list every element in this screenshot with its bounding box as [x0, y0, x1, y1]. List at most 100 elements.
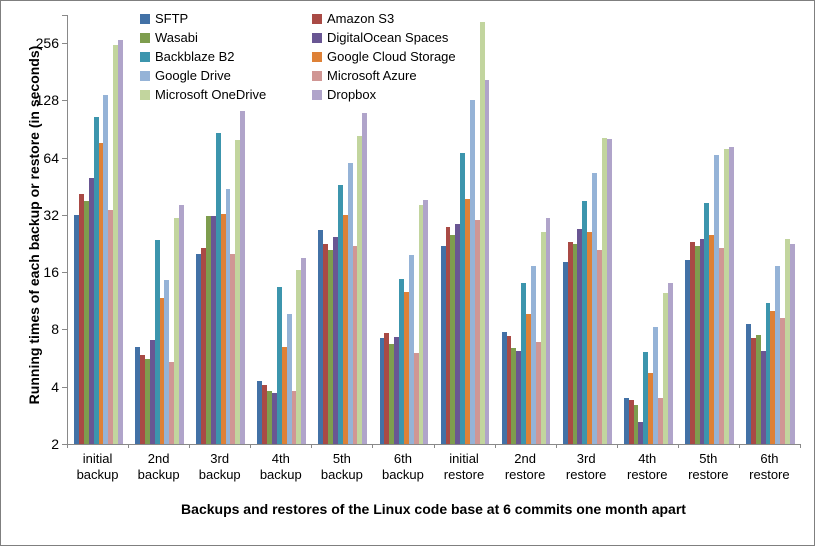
bar-group-5th-restore [679, 15, 740, 444]
bar-microsoft-azure-initial-restore [474, 220, 480, 444]
bar-microsoft-onedrive-initial-backup [113, 45, 119, 444]
bar-google-cloud-storage-4th-backup [281, 346, 287, 444]
bar-group-4th-backup [251, 15, 312, 444]
bar-dropbox-4th-restore [667, 283, 673, 444]
y-tick [62, 329, 67, 331]
x-tick [738, 444, 740, 448]
bar-microsoft-onedrive-3rd-backup [235, 140, 241, 444]
bar-backblaze-b2-4th-restore [643, 351, 649, 444]
bar-google-cloud-storage-2nd-restore [526, 314, 531, 444]
x-axis-title: Backups and restores of the Linux code b… [181, 501, 686, 517]
bar-backblaze-b2-3rd-backup [215, 133, 221, 444]
bar-sftp-4th-restore [623, 397, 629, 444]
x-category-label-3rd-restore: 3rd restore [565, 451, 607, 482]
bar-microsoft-azure-4th-backup [291, 390, 297, 444]
bar-amazon-s3-4th-backup [262, 384, 268, 444]
legend-swatch-google-cloud-storage [312, 51, 322, 62]
bar-backblaze-b2-initial-restore [460, 152, 465, 444]
bar-digitalocean-spaces-initial-restore [455, 224, 461, 444]
bar-microsoft-azure-6th-backup [413, 353, 419, 444]
x-tick [555, 444, 557, 448]
legend-item-wasabi: Wasabi [140, 30, 312, 45]
bar-google-cloud-storage-5th-backup [342, 214, 348, 444]
x-category-label-6th-restore: 6th restore [749, 451, 790, 482]
bar-dropbox-2nd-backup [179, 205, 184, 444]
bar-backblaze-b2-3rd-restore [582, 200, 588, 444]
y-tick [62, 100, 67, 102]
bar-google-cloud-storage-6th-backup [403, 291, 409, 444]
bar-backblaze-b2-4th-backup [276, 286, 282, 444]
y-tick-label: 64 [43, 149, 59, 166]
bar-amazon-s3-6th-restore [750, 338, 756, 444]
bar-google-drive-3rd-restore [592, 173, 597, 444]
legend-item-sftp: SFTP [140, 11, 312, 26]
bar-wasabi-initial-restore [450, 235, 456, 444]
bar-google-drive-5th-restore [714, 155, 720, 444]
x-category-label-initial-restore: initial restore [443, 451, 485, 482]
bar-amazon-s3-4th-restore [628, 400, 634, 444]
bar-dropbox-2nd-restore [545, 217, 551, 444]
bar-google-drive-initial-restore [469, 100, 475, 444]
bar-digitalocean-spaces-2nd-restore [516, 350, 522, 444]
x-tick [67, 444, 68, 448]
bar-backblaze-b2-5th-backup [337, 184, 343, 444]
y-tick [62, 157, 67, 159]
bar-wasabi-3rd-backup [206, 216, 211, 444]
x-tick [189, 444, 191, 448]
bar-google-drive-6th-backup [408, 254, 414, 444]
y-tick-label: 8 [51, 321, 59, 338]
legend: SFTP Amazon S3 Wasabi DigitalOcean Spaces Ba… [140, 9, 456, 104]
bar-backblaze-b2-6th-backup [399, 279, 404, 444]
legend-swatch-microsoft-azure [312, 70, 322, 81]
bar-sftp-2nd-backup [135, 346, 141, 444]
legend-label: Wasabi [155, 30, 198, 45]
bar-wasabi-5th-backup [328, 249, 334, 444]
legend-swatch-dropbox [312, 89, 322, 100]
bar-amazon-s3-3rd-restore [567, 242, 573, 444]
bar-amazon-s3-6th-backup [384, 332, 390, 444]
legend-swatch-sftp [140, 13, 150, 24]
bar-dropbox-initial-restore [484, 79, 490, 444]
legend-label: SFTP [155, 11, 189, 26]
legend-label: Microsoft Azure [327, 68, 417, 83]
bar-microsoft-onedrive-5th-backup [357, 136, 363, 444]
x-category-labels: initial backup 2nd backup 3rd backup 4th backup… [67, 451, 800, 483]
bar-amazon-s3-initial-backup [79, 194, 84, 444]
legend-item-digitalocean-spaces: DigitalOcean Spaces [312, 30, 456, 45]
bar-group-initial-backup [68, 15, 129, 444]
bar-microsoft-onedrive-6th-backup [418, 205, 424, 444]
legend-item-microsoft-azure: Microsoft Azure [312, 68, 456, 83]
bar-sftp-5th-backup [318, 230, 324, 444]
bar-amazon-s3-2nd-restore [506, 335, 512, 444]
bar-group-4th-restore [618, 15, 679, 444]
bar-google-drive-initial-backup [103, 94, 109, 444]
bar-sftp-2nd-restore [501, 331, 507, 444]
legend-swatch-google-drive [140, 70, 150, 81]
bar-wasabi-2nd-backup [144, 358, 150, 444]
x-tick [250, 444, 252, 448]
bar-wasabi-6th-restore [755, 334, 761, 444]
y-tick [62, 214, 67, 216]
bar-google-drive-4th-restore [653, 327, 658, 444]
bar-digitalocean-spaces-2nd-backup [149, 340, 155, 444]
x-tick [616, 444, 618, 448]
y-tick [62, 444, 67, 445]
x-category-label-5th-restore: 5th restore [688, 451, 729, 482]
bar-google-cloud-storage-2nd-backup [159, 298, 165, 444]
bar-microsoft-azure-initial-backup [108, 209, 114, 444]
x-category-label-4th-backup: 4th backup [259, 451, 302, 482]
bar-sftp-6th-backup [379, 338, 385, 444]
bar-microsoft-onedrive-2nd-restore [540, 232, 546, 444]
bar-group-3rd-restore [557, 15, 618, 444]
bar-digitalocean-spaces-3rd-backup [210, 216, 216, 444]
bar-backblaze-b2-5th-restore [704, 202, 710, 444]
bar-dropbox-5th-backup [362, 112, 368, 444]
bar-sftp-initial-restore [440, 245, 446, 444]
bar-group-initial-restore [434, 15, 495, 444]
bar-google-drive-6th-restore [775, 266, 781, 444]
x-category-label-4th-restore: 4th restore [627, 451, 668, 482]
x-category-label-2nd-backup: 2nd backup [137, 451, 180, 482]
legend-label: Google Cloud Storage [327, 49, 456, 64]
bar-sftp-3rd-restore [562, 262, 568, 444]
bar-google-drive-2nd-backup [164, 280, 170, 444]
